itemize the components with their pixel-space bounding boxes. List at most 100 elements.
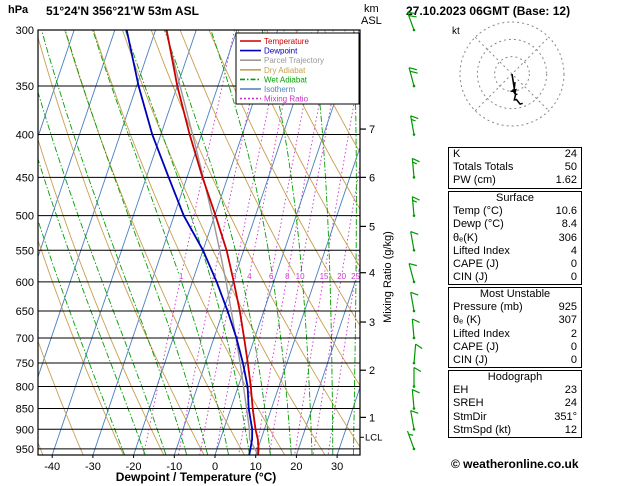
row-value: 50 [564,161,577,174]
wet-adiabat-line [310,30,334,455]
surface-row: CIN (J) 0 [449,271,581,284]
row-label: θₑ(K) [453,231,478,244]
most-unstable-row: CAPE (J) 0 [449,341,581,354]
wet-adiabat-line [261,30,313,455]
wet-adiabat-line [124,30,250,455]
wet-adiabat-line [92,30,230,455]
station-title: 51°24'N 356°21'W 53m ASL [46,4,199,18]
surface-row: Lifted Index 4 [449,245,581,258]
pressure-tick-label: 400 [16,130,34,142]
row-label: EH [453,384,469,397]
km-tick-label: 5 [369,221,375,233]
temp-tick-label: -40 [44,461,60,473]
datetime-title: 27.10.2023 06GMT (Base: 12) [406,4,571,18]
row-label: K [453,148,461,160]
surface-table: Surface Temp (°C) 10.6 Dewp (°C) 8.4 θₑ(K) 306… [448,191,582,286]
row-value: 1.62 [555,174,577,187]
temperature-curve [165,30,260,455]
most-unstable-table: Most Unstable Pressure (mb) 925 θₑ (K) 307 Li… [448,287,582,369]
pressure-tick-label: 550 [16,245,34,257]
row-value: 0 [570,271,577,284]
row-value: 8.4 [561,218,577,231]
pressure-tick-label: 900 [16,424,34,436]
row-label: Lifted Index [453,244,510,257]
dry-adiabat-line [352,30,360,44]
row-value: 0 [570,354,577,367]
isotherm-line [92,30,238,455]
km-tick-label: 4 [369,268,375,280]
row-label: Pressure (mb) [453,301,523,314]
row-label: Lifted Index [453,327,510,340]
row-value: 925 [558,301,577,314]
row-value: 23 [564,384,577,397]
mixing-ratio-label: 15 [320,272,329,281]
pressure-tick-label: 850 [16,404,34,416]
pressure-tick-label: 950 [16,444,34,456]
row-label: θₑ (K) [453,314,481,327]
pressure-tick-label: 750 [16,358,34,370]
table-title: Hodograph [487,371,543,383]
isotherm-line [51,30,197,455]
pressure-tick-label: 700 [16,333,34,345]
km-tick-label: 7 [369,124,375,136]
pressure-tick-label: 600 [16,277,34,289]
mixing-ratio-label: 8 [285,272,290,281]
row-label: Totals Totals [453,161,514,174]
surface-row: Dewp (°C) 8.4 [449,218,581,231]
pressure-tick-label: 450 [16,172,34,184]
legend-label: Isotherm [264,85,295,94]
hodograph-plot: kt [452,21,565,127]
mixing-ratio-label: 6 [269,272,274,281]
row-label: StmDir [453,410,487,423]
dry-adiabat-line [38,35,205,455]
plot-frame [37,29,361,456]
km-tick-label: 1 [369,412,375,424]
mixing-ratio-line [255,30,334,455]
parcel-trajectory-curve [165,30,259,455]
mixing-ratio-label: 20 [337,272,346,281]
mixing-ratio-label: 4 [247,272,252,281]
dry-adiabat-line [93,30,286,455]
surface-row: θₑ(K) 306 [449,232,581,245]
mixing-ratio-line [215,30,299,455]
dry-adiabat-line [150,30,360,448]
most-unstable-row: Pressure (mb) 925 [449,301,581,314]
mixing-ratio-label: 10 [296,272,305,281]
row-label: StmSpd (kt) [453,423,512,436]
surface-row: CAPE (J) 0 [449,258,581,271]
pressure-tick-label: 300 [16,25,34,37]
row-value: 307 [558,314,577,327]
mixing-ratio-axis-label: Mixing Ratio (g/kg) [382,231,394,323]
most-unstable-row: Lifted Index 2 [449,328,581,341]
legend-label: Dry Adiabat [264,66,306,75]
wind-barbs [406,11,423,451]
mixing-ratio-label: 25 [351,272,360,281]
most-unstable-row: θₑ (K) 307 [449,314,581,327]
dry-adiabat-line [38,239,124,455]
surface-row: Temp (°C) 10.6 [449,205,581,218]
legend-label: Temperature [264,37,309,46]
skewt-chart: 3003504004505005506006507007508008509009… [16,11,423,484]
wet-adiabat-line [210,30,292,455]
stats-row: K 24 [449,148,581,161]
temp-tick-label: 20 [290,461,302,473]
hodograph-row: EH 23 [449,384,581,397]
row-label: CIN (J) [453,354,488,367]
mixing-ratio-line [238,30,319,455]
legend-label: Parcel Trajectory [264,56,324,65]
row-value: 4 [570,244,577,257]
dry-adiabat-line [179,30,360,387]
row-value: 24 [564,397,577,410]
hodograph-unit-label: kt [452,26,460,37]
hodograph-row: StmDir 351° [449,411,581,424]
row-value: 10.6 [555,205,577,218]
asl-axis-label: ASL [361,15,382,27]
dewpoint-curve [125,30,254,455]
lcl-label: LCL [365,432,382,443]
table-title: Surface [496,192,534,204]
row-label: PW (cm) [453,174,496,187]
pressure-tick-label: 350 [16,81,34,93]
row-label: CAPE (J) [453,258,499,271]
row-label: CIN (J) [453,271,488,284]
